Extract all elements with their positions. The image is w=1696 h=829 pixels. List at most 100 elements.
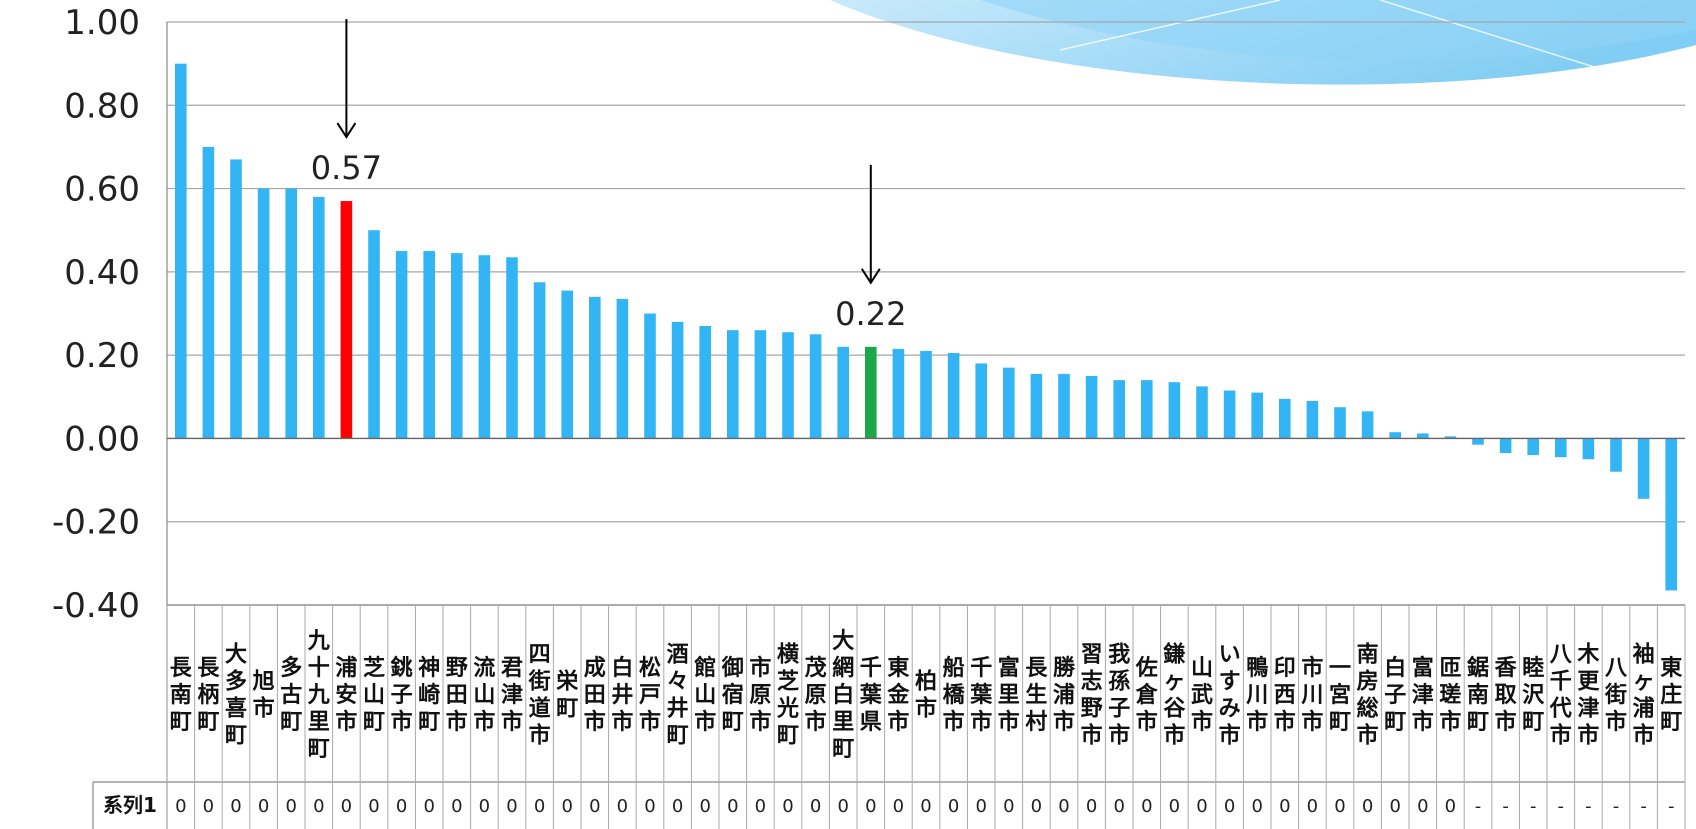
bar — [1279, 398, 1291, 439]
bar — [1665, 438, 1677, 591]
bar — [478, 255, 491, 439]
bar — [947, 353, 960, 439]
bar — [1168, 382, 1181, 439]
table-cell: 0 — [1307, 796, 1318, 817]
bar — [1610, 438, 1622, 472]
y-tick-label: 1.00 — [64, 3, 140, 43]
category-label: 長生村 — [1025, 656, 1048, 735]
bar — [561, 290, 573, 439]
category-label: 白井市 — [611, 655, 633, 735]
table-cell: 0 — [1141, 796, 1152, 817]
table-cell: 0 — [1445, 796, 1456, 817]
bar — [1030, 373, 1043, 439]
bar — [837, 346, 849, 439]
table-cell: - — [1558, 796, 1565, 817]
table-cell: 0 — [837, 796, 848, 817]
bar — [1003, 367, 1015, 439]
category-label: 東金市 — [886, 656, 910, 735]
axes — [92, 22, 1686, 829]
bar — [920, 350, 932, 439]
category-label: 鋸南町 — [1467, 655, 1489, 735]
y-tick-label: -0.40 — [52, 586, 140, 626]
table-cell: 0 — [1362, 796, 1373, 817]
table-cell: 0 — [230, 796, 241, 817]
table-cell: - — [1530, 796, 1537, 817]
category-label: 山武市 — [1191, 656, 1213, 735]
series-label: 系列1 — [103, 793, 157, 817]
table-cell: 0 — [1113, 796, 1124, 817]
category-label: 富津市 — [1412, 655, 1434, 735]
category-label: 船橋市 — [943, 655, 966, 735]
category-label: 酒々井町 — [667, 643, 689, 749]
bar — [230, 159, 242, 439]
table-cell: - — [1668, 796, 1675, 817]
category-label: 富里市 — [998, 655, 1020, 735]
table-cell: 0 — [865, 796, 876, 817]
table-cell: 0 — [782, 796, 793, 817]
table-cell: 0 — [1389, 796, 1400, 817]
category-label: 習志野市 — [1081, 643, 1103, 749]
bar — [644, 313, 656, 439]
table-cell: 0 — [258, 796, 269, 817]
bar — [1141, 380, 1153, 439]
bar — [1196, 386, 1208, 439]
table-cell: 0 — [1224, 796, 1235, 817]
category-label: 袖ヶ浦市 — [1633, 642, 1655, 749]
decorative-swoosh — [830, 0, 1696, 85]
category-label: 横芝光町 — [776, 643, 799, 749]
category-label: 市原市 — [749, 655, 771, 735]
bar — [809, 334, 822, 439]
table-cell: 0 — [396, 796, 407, 817]
table-cell: 0 — [1251, 796, 1262, 817]
bar — [1582, 438, 1595, 460]
y-tick-label: 0.80 — [64, 86, 140, 126]
category-label: 佐倉市 — [1135, 655, 1159, 735]
y-tick-label: 0.20 — [64, 336, 140, 376]
annotation-label: 0.57 — [311, 149, 382, 187]
annotations: 0.57 0.22 — [311, 19, 906, 333]
category-label: 八千代市 — [1549, 643, 1573, 749]
category-label: 君津市 — [501, 656, 523, 735]
bar — [1113, 380, 1125, 439]
bar — [313, 196, 325, 439]
category-label: 茂原市 — [805, 656, 827, 735]
category-label: 柏市 — [915, 669, 937, 722]
table-cell: 0 — [1003, 796, 1014, 817]
table-cell: 0 — [727, 796, 738, 817]
table-cell: 0 — [479, 796, 490, 817]
category-label: 香取市 — [1495, 656, 1517, 735]
bar — [782, 332, 794, 439]
bar — [1637, 438, 1650, 499]
table-cell: 0 — [699, 796, 710, 817]
bar — [175, 63, 187, 439]
bar — [589, 296, 601, 439]
y-tick-label: 0.00 — [64, 419, 140, 459]
bar — [699, 325, 711, 439]
table-cell: 0 — [644, 796, 655, 817]
category-label: いすみ市 — [1219, 643, 1241, 749]
bar — [1527, 438, 1539, 456]
table-cell: 0 — [203, 796, 214, 817]
category-label: 九十九里町 — [307, 629, 330, 762]
bar — [727, 330, 739, 439]
table-cell: - — [1585, 796, 1592, 817]
category-label: 千葉県 — [859, 656, 883, 735]
gridlines — [167, 21, 1685, 606]
category-label: 成田市 — [584, 656, 606, 735]
y-tick-labels: 1.00 0.80 0.60 0.40 0.20 0.00 -0.20 -0.40 — [52, 3, 140, 626]
bars — [167, 63, 1685, 591]
category-label: 我孫子市 — [1108, 643, 1130, 749]
category-label: 銚子市 — [391, 655, 413, 735]
category-label: 栄町 — [555, 670, 579, 722]
bar — [533, 282, 546, 439]
bar — [1223, 390, 1236, 439]
y-tick-label: 0.60 — [64, 170, 140, 210]
bar — [865, 346, 877, 439]
category-label: 多古町 — [280, 655, 302, 735]
table-cell: 0 — [561, 796, 572, 817]
table-cell: 0 — [589, 796, 600, 817]
table-cell: 0 — [920, 796, 931, 817]
category-label: 四街道市 — [528, 643, 551, 749]
table-cell: 0 — [975, 796, 986, 817]
